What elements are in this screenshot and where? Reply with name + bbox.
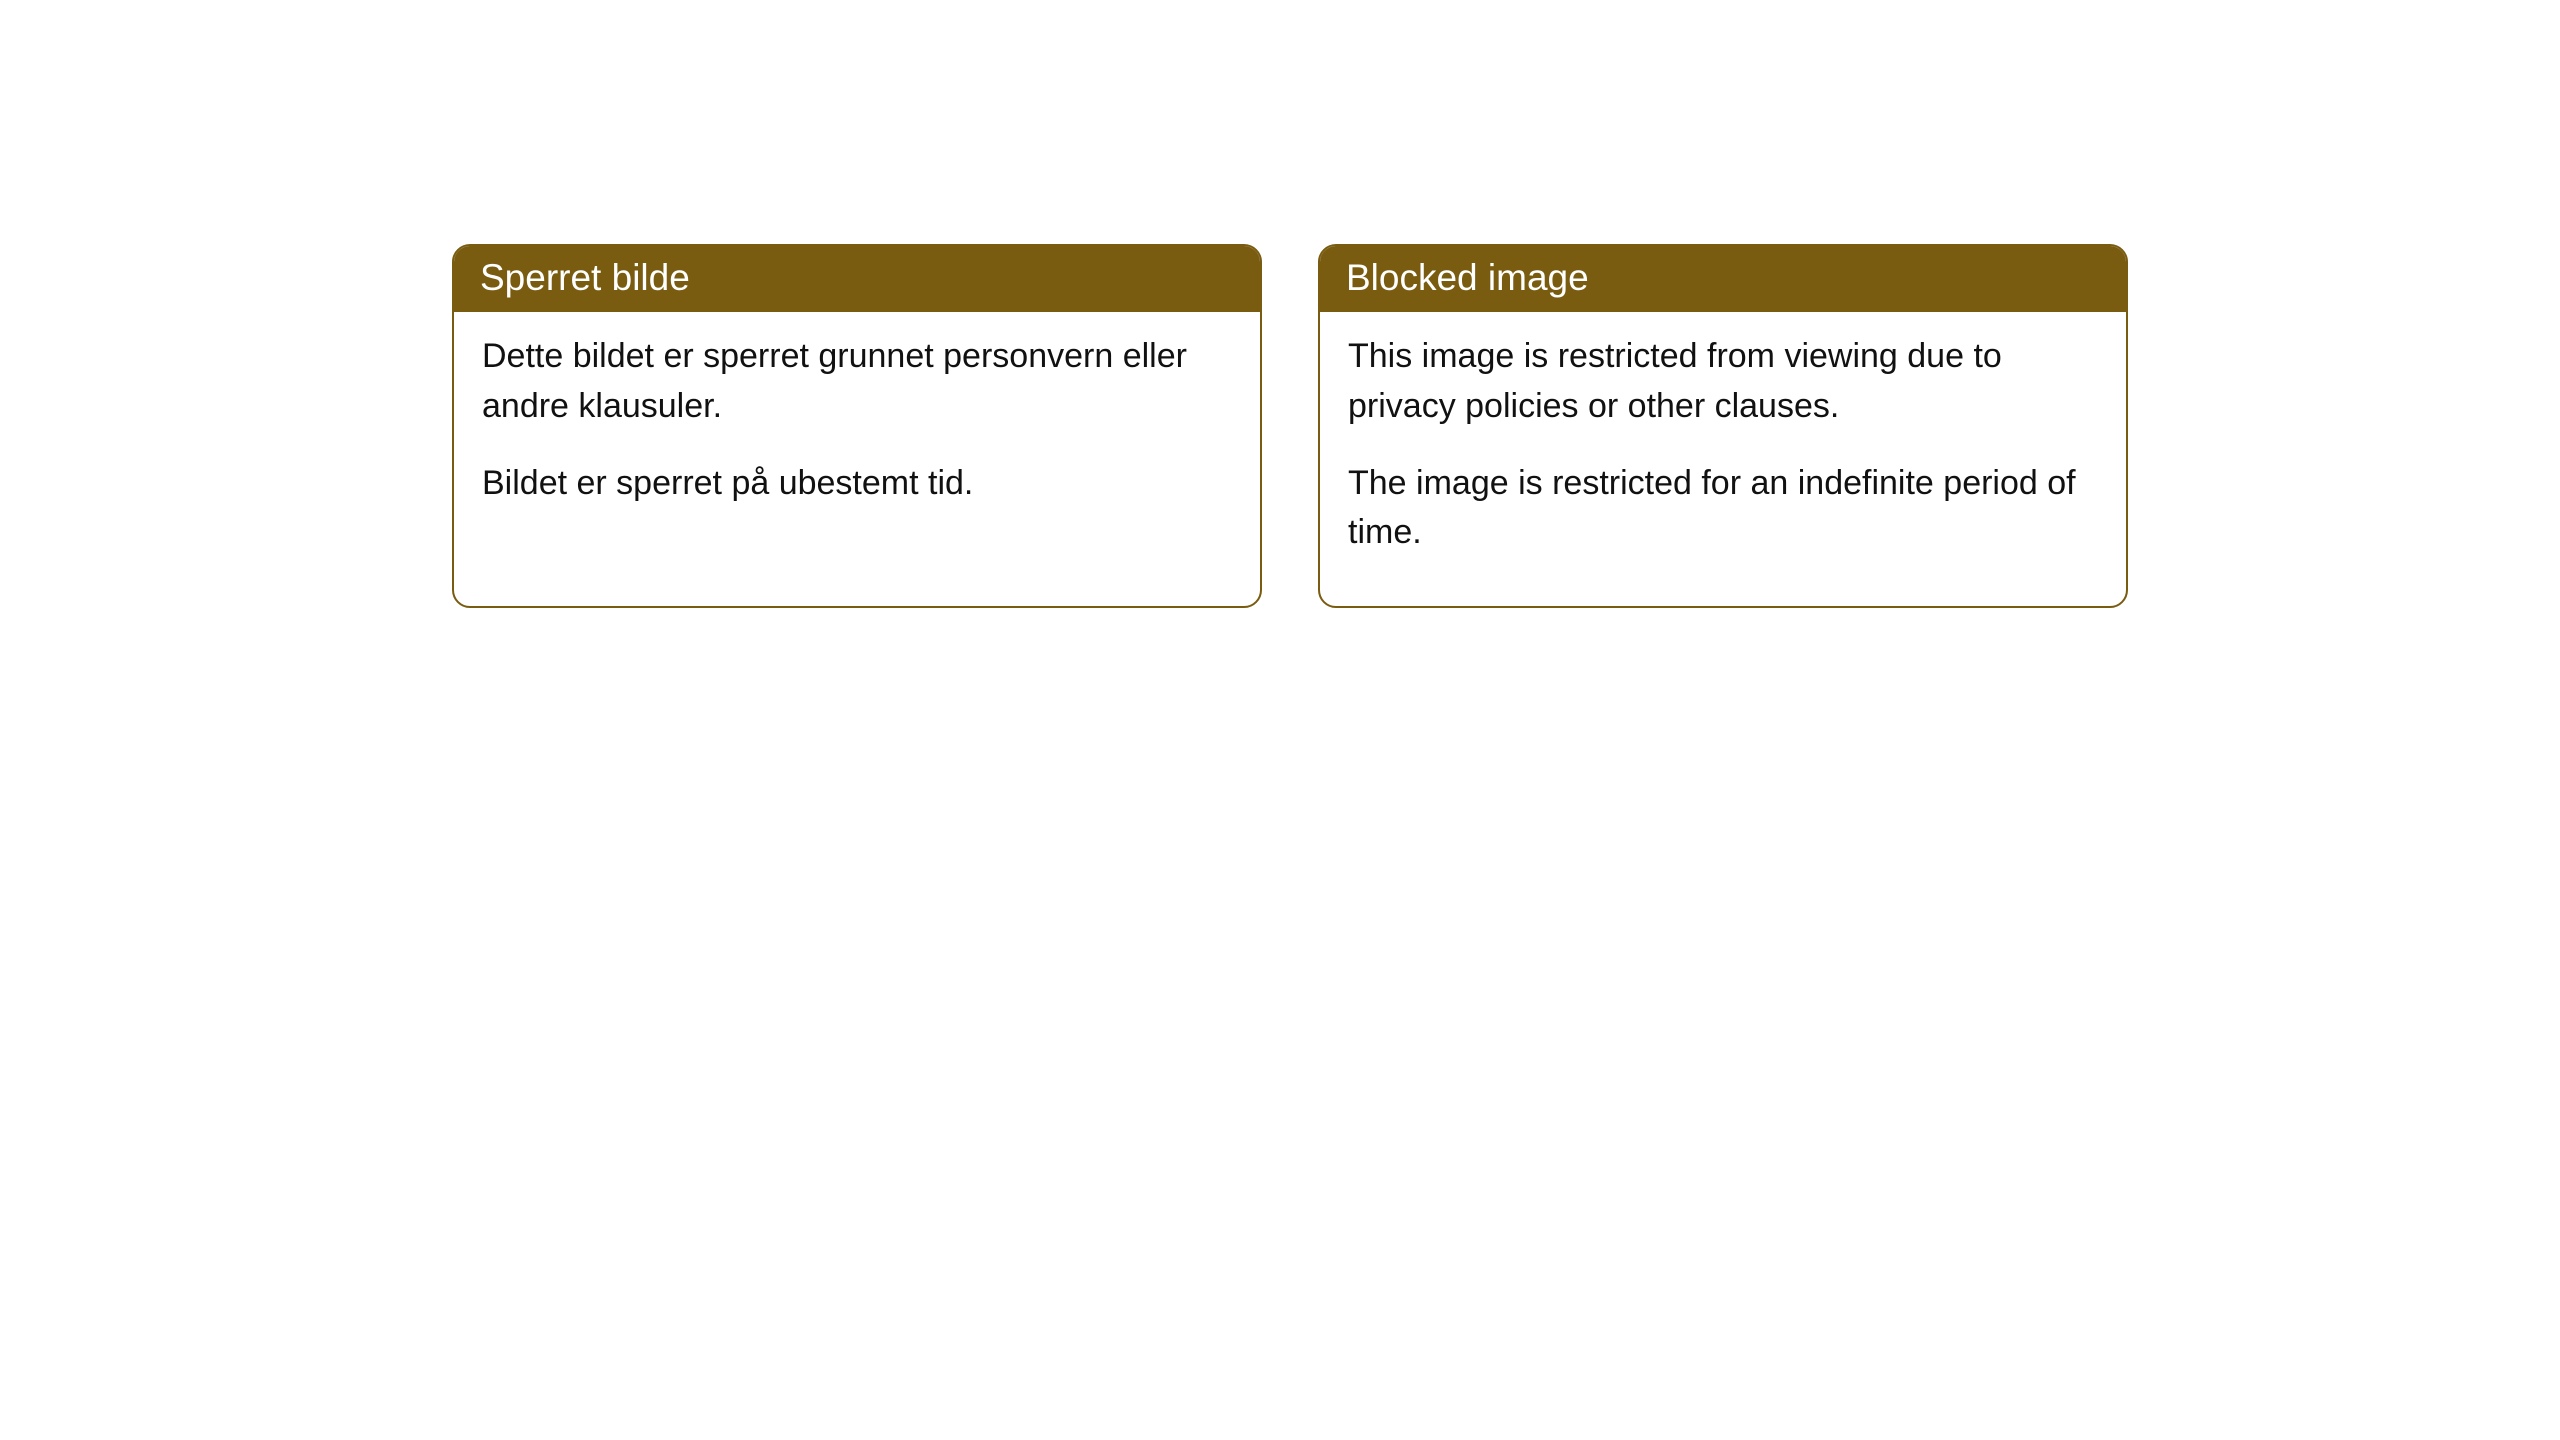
blocked-image-card-norwegian: Sperret bilde Dette bildet er sperret gr… (452, 244, 1262, 608)
card-header-norwegian: Sperret bilde (454, 246, 1260, 312)
card-paragraph-1-norwegian: Dette bildet er sperret grunnet personve… (482, 332, 1232, 431)
card-header-english: Blocked image (1320, 246, 2126, 312)
blocked-image-card-english: Blocked image This image is restricted f… (1318, 244, 2128, 608)
card-paragraph-1-english: This image is restricted from viewing du… (1348, 332, 2098, 431)
card-paragraph-2-english: The image is restricted for an indefinit… (1348, 459, 2098, 558)
card-body-norwegian: Dette bildet er sperret grunnet personve… (454, 312, 1260, 556)
card-paragraph-2-norwegian: Bildet er sperret på ubestemt tid. (482, 459, 1232, 508)
card-body-english: This image is restricted from viewing du… (1320, 312, 2126, 605)
info-cards-container: Sperret bilde Dette bildet er sperret gr… (452, 244, 2128, 608)
